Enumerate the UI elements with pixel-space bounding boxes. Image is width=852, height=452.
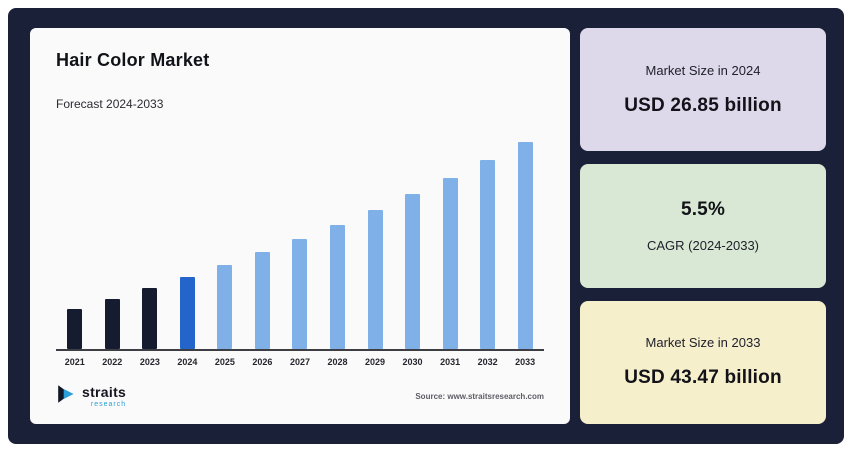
logo-subtext: research bbox=[90, 401, 127, 408]
bar-2028 bbox=[329, 225, 345, 349]
logo-arrow-icon bbox=[56, 383, 78, 410]
logo-text: straits research bbox=[82, 385, 126, 408]
bar-cell bbox=[94, 299, 132, 349]
card-label: CAGR (2024-2033) bbox=[647, 237, 759, 253]
bar-2032 bbox=[480, 160, 496, 349]
bar-2033 bbox=[517, 142, 533, 349]
x-tick-2028: 2028 bbox=[327, 357, 348, 367]
x-tick-2032: 2032 bbox=[477, 357, 498, 367]
x-tick-2021: 2021 bbox=[64, 357, 85, 367]
bar-cell bbox=[56, 309, 94, 349]
x-tick-2024: 2024 bbox=[177, 357, 198, 367]
bar-cell bbox=[206, 265, 244, 349]
panel-footer: straits research Source: www.straitsrese… bbox=[56, 383, 544, 410]
stat-cards: Market Size in 2024 USD 26.85 billion 5.… bbox=[580, 28, 826, 424]
x-tick-2025: 2025 bbox=[214, 357, 235, 367]
source-text: Source: www.straitsresearch.com bbox=[415, 392, 544, 401]
straits-research-logo: straits research bbox=[56, 383, 126, 410]
bar-2027 bbox=[292, 239, 308, 349]
bar-cell bbox=[244, 252, 282, 349]
bar-cell bbox=[469, 160, 507, 349]
x-tick-2029: 2029 bbox=[365, 357, 386, 367]
bar-cell bbox=[169, 277, 207, 349]
bar-cell bbox=[319, 225, 357, 349]
bar-2030 bbox=[405, 194, 421, 349]
bars-row bbox=[56, 139, 544, 351]
x-tick-2026: 2026 bbox=[252, 357, 273, 367]
bar-2026 bbox=[254, 252, 270, 349]
card-market-size-2033: Market Size in 2033 USD 43.47 billion bbox=[580, 300, 826, 424]
card-market-size-2024: Market Size in 2024 USD 26.85 billion bbox=[580, 28, 826, 152]
x-tick-2027: 2027 bbox=[289, 357, 310, 367]
x-tick-2022: 2022 bbox=[102, 357, 123, 367]
x-tick-2033: 2033 bbox=[515, 357, 536, 367]
bar-2029 bbox=[367, 210, 383, 349]
chart-subtitle: Forecast 2024-2033 bbox=[56, 97, 164, 111]
bar-cell bbox=[431, 178, 469, 349]
bar-2021 bbox=[67, 309, 83, 349]
bar-cell bbox=[356, 210, 394, 349]
bar-cell bbox=[281, 239, 319, 349]
bar-cell bbox=[506, 142, 544, 349]
bar-2023 bbox=[142, 288, 158, 349]
bar-2025 bbox=[217, 265, 233, 349]
bar-chart: 2021 2022 2023 2024 2025 2026 2027 2028 2029 2030… bbox=[56, 139, 544, 367]
logo-name: straits bbox=[82, 384, 127, 400]
card-label: Market Size in 2024 bbox=[645, 62, 761, 78]
bar-cell bbox=[131, 288, 169, 349]
chart-title: Hair Color Market bbox=[56, 50, 210, 70]
card-label: Market Size in 2033 bbox=[645, 335, 761, 351]
x-axis-labels: 2021 2022 2023 2024 2025 2026 2027 2028 2029 2030… bbox=[56, 357, 544, 367]
bar-2031 bbox=[442, 178, 458, 349]
bar-cell bbox=[394, 194, 432, 349]
bar-2024 bbox=[179, 277, 195, 349]
x-tick-2031: 2031 bbox=[440, 357, 461, 367]
card-value: USD 43.47 billion bbox=[624, 367, 782, 389]
card-value: 5.5% bbox=[680, 198, 726, 220]
card-value: USD 26.85 billion bbox=[624, 94, 782, 116]
bar-2022 bbox=[104, 299, 120, 349]
x-tick-2030: 2030 bbox=[402, 357, 423, 367]
card-cagr: 5.5% CAGR (2024-2033) bbox=[580, 164, 826, 288]
chart-panel: Hair Color Market Forecast 2024-2033 202… bbox=[30, 28, 570, 424]
background-frame: Hair Color Market Forecast 2024-2033 202… bbox=[8, 8, 844, 444]
x-tick-2023: 2023 bbox=[139, 357, 160, 367]
